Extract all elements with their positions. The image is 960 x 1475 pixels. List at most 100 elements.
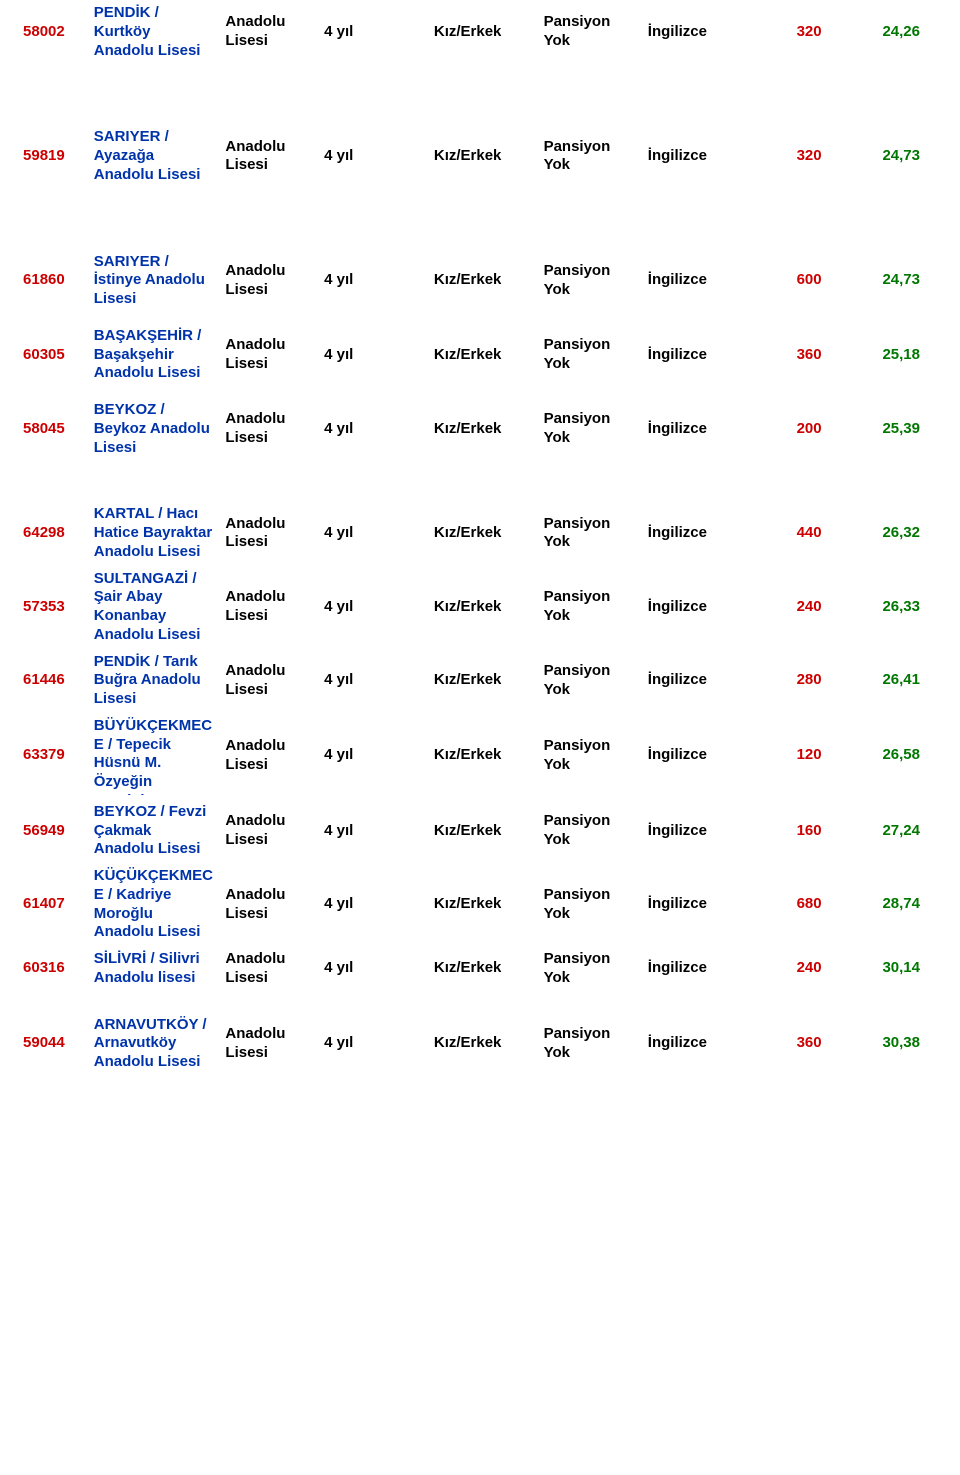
- cell-score: 28,74: [861, 863, 960, 946]
- cell-boarding: Pansiyon Yok: [538, 649, 642, 713]
- cell-type: Anadolu Lisesi: [219, 501, 318, 565]
- cell-score: 24,26: [861, 0, 960, 64]
- cell-boarding: Pansiyon Yok: [538, 799, 642, 863]
- cell-capacity: 360: [757, 1012, 861, 1076]
- cell-gender: Kız/Erkek: [428, 397, 538, 461]
- table-row: 56949BEYKOZ / Fevzi Çakmak Anadolu Lises…: [0, 799, 960, 863]
- cell-code: 58045: [0, 397, 88, 461]
- cell-duration: 4 yıl: [318, 713, 428, 799]
- cell-score: 24,73: [861, 249, 960, 313]
- cell-type: Anadolu Lisesi: [219, 863, 318, 946]
- cell-type: Anadolu Lisesi: [219, 323, 318, 387]
- cell-boarding: Pansiyon Yok: [538, 501, 642, 565]
- cell-gender: Kız/Erkek: [428, 124, 538, 188]
- cell-school: SARIYER / Ayazağa Anadolu Lisesi: [88, 124, 220, 188]
- cell-gender: Kız/Erkek: [428, 946, 538, 992]
- cell-capacity: 440: [757, 501, 861, 565]
- cell-capacity: 280: [757, 649, 861, 713]
- cell-boarding: Pansiyon Yok: [538, 1012, 642, 1076]
- cell-language: İngilizce: [642, 124, 757, 188]
- cell-score: 26,32: [861, 501, 960, 565]
- cell-boarding: Pansiyon Yok: [538, 863, 642, 946]
- cell-capacity: 240: [757, 946, 861, 992]
- cell-school: SİLİVRİ / Silivri Anadolu lisesi: [88, 946, 220, 992]
- cell-type: Anadolu Lisesi: [219, 713, 318, 799]
- cell-capacity: 120: [757, 713, 861, 799]
- row-separator: [0, 64, 960, 124]
- cell-duration: 4 yıl: [318, 1012, 428, 1076]
- row-separator: [0, 313, 960, 323]
- cell-capacity: 320: [757, 0, 861, 64]
- cell-code: 59819: [0, 124, 88, 188]
- cell-type: Anadolu Lisesi: [219, 124, 318, 188]
- cell-score: 25,39: [861, 397, 960, 461]
- cell-type: Anadolu Lisesi: [219, 799, 318, 863]
- cell-gender: Kız/Erkek: [428, 713, 538, 799]
- cell-capacity: 240: [757, 566, 861, 649]
- cell-type: Anadolu Lisesi: [219, 249, 318, 313]
- cell-gender: Kız/Erkek: [428, 649, 538, 713]
- cell-language: İngilizce: [642, 799, 757, 863]
- table-row: 60316SİLİVRİ / Silivri Anadolu lisesiAna…: [0, 946, 960, 992]
- cell-boarding: Pansiyon Yok: [538, 323, 642, 387]
- cell-capacity: 600: [757, 249, 861, 313]
- cell-gender: Kız/Erkek: [428, 501, 538, 565]
- cell-duration: 4 yıl: [318, 124, 428, 188]
- cell-type: Anadolu Lisesi: [219, 0, 318, 64]
- cell-capacity: 320: [757, 124, 861, 188]
- cell-duration: 4 yıl: [318, 799, 428, 863]
- cell-boarding: Pansiyon Yok: [538, 249, 642, 313]
- cell-boarding: Pansiyon Yok: [538, 713, 642, 799]
- cell-type: Anadolu Lisesi: [219, 649, 318, 713]
- cell-code: 60305: [0, 323, 88, 387]
- table-row: 61446PENDİK / Tarık Buğra Anadolu Lisesi…: [0, 649, 960, 713]
- cell-capacity: 200: [757, 397, 861, 461]
- cell-gender: Kız/Erkek: [428, 863, 538, 946]
- cell-duration: 4 yıl: [318, 863, 428, 946]
- cell-duration: 4 yıl: [318, 649, 428, 713]
- cell-capacity: 160: [757, 799, 861, 863]
- cell-school: BEYKOZ / Beykoz Anadolu Lisesi: [88, 397, 220, 461]
- cell-capacity: 680: [757, 863, 861, 946]
- cell-gender: Kız/Erkek: [428, 323, 538, 387]
- cell-school: SULTANGAZİ / Şair Abay Konanbay Anadolu …: [88, 566, 220, 649]
- cell-code: 58002: [0, 0, 88, 64]
- table-row: 57353SULTANGAZİ / Şair Abay Konanbay Ana…: [0, 566, 960, 649]
- cell-school: PENDİK / Kurtköy Anadolu Lisesi: [88, 0, 220, 64]
- cell-score: 30,14: [861, 946, 960, 992]
- cell-language: İngilizce: [642, 323, 757, 387]
- table-row: 64298KARTAL / Hacı Hatice Bayraktar Anad…: [0, 501, 960, 565]
- table-row: 59819SARIYER / Ayazağa Anadolu LisesiAna…: [0, 124, 960, 188]
- cell-language: İngilizce: [642, 649, 757, 713]
- cell-code: 56949: [0, 799, 88, 863]
- cell-duration: 4 yıl: [318, 501, 428, 565]
- row-separator: [0, 461, 960, 501]
- cell-score: 24,73: [861, 124, 960, 188]
- cell-school: SARIYER / İstinye Anadolu Lisesi: [88, 249, 220, 313]
- cell-boarding: Pansiyon Yok: [538, 124, 642, 188]
- cell-score: 26,58: [861, 713, 960, 799]
- cell-language: İngilizce: [642, 566, 757, 649]
- cell-language: İngilizce: [642, 501, 757, 565]
- cell-language: İngilizce: [642, 1012, 757, 1076]
- cell-school: BEYKOZ / Fevzi Çakmak Anadolu Lisesi: [88, 799, 220, 863]
- cell-type: Anadolu Lisesi: [219, 397, 318, 461]
- cell-boarding: Pansiyon Yok: [538, 0, 642, 64]
- cell-code: 61407: [0, 863, 88, 946]
- cell-duration: 4 yıl: [318, 323, 428, 387]
- cell-school: BAŞAKŞEHİR / Başakşehir Anadolu Lisesi: [88, 323, 220, 387]
- cell-score: 26,33: [861, 566, 960, 649]
- cell-score: 27,24: [861, 799, 960, 863]
- table-row: 59044ARNAVUTKÖY / Arnavutköy Anadolu Lis…: [0, 1012, 960, 1076]
- cell-duration: 4 yıl: [318, 397, 428, 461]
- cell-language: İngilizce: [642, 863, 757, 946]
- cell-duration: 4 yıl: [318, 0, 428, 64]
- row-separator: [0, 387, 960, 397]
- cell-school: ARNAVUTKÖY / Arnavutköy Anadolu Lisesi: [88, 1012, 220, 1076]
- cell-school: KARTAL / Hacı Hatice Bayraktar Anadolu L…: [88, 501, 220, 565]
- table-row: 63379BÜYÜKÇEKMECE / Tepecik Hüsnü M. Özy…: [0, 713, 960, 799]
- cell-code: 57353: [0, 566, 88, 649]
- table-row: 58002PENDİK / Kurtköy Anadolu LisesiAnad…: [0, 0, 960, 64]
- table-row: 60305BAŞAKŞEHİR / Başakşehir Anadolu Lis…: [0, 323, 960, 387]
- cell-language: İngilizce: [642, 249, 757, 313]
